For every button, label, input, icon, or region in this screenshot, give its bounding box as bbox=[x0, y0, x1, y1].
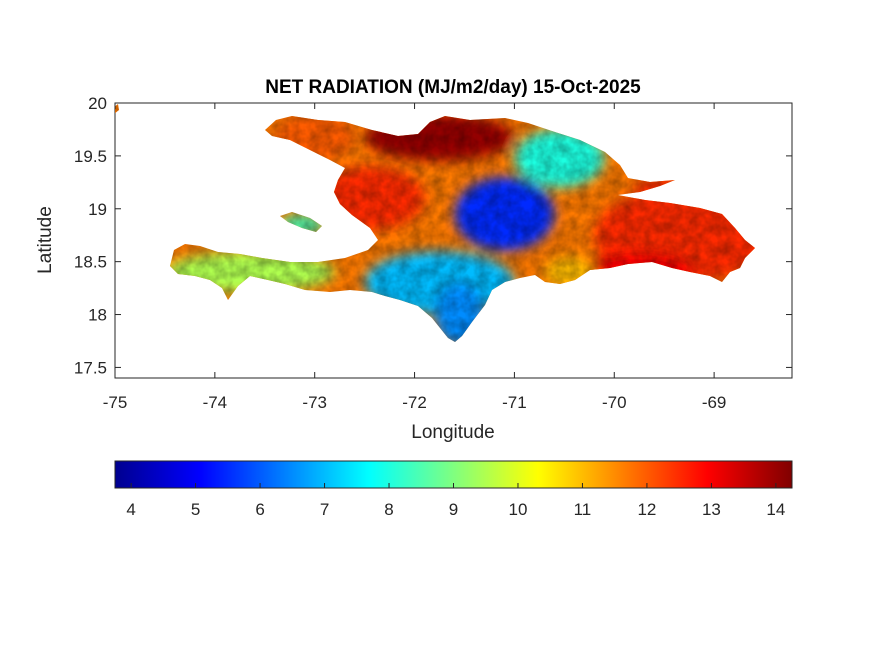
x-tick-label: -74 bbox=[203, 393, 228, 412]
x-tick-label: -70 bbox=[602, 393, 627, 412]
x-axis: -75 -74 -73 -72 -71 -70 -69 bbox=[103, 103, 727, 412]
x-tick-label: -75 bbox=[103, 393, 128, 412]
x-tick-label: -69 bbox=[702, 393, 727, 412]
colorbar-tick-label: 10 bbox=[509, 500, 528, 519]
y-tick-label: 18.5 bbox=[74, 253, 107, 272]
colorbar-tick-label: 6 bbox=[255, 500, 264, 519]
colorbar-tick-label: 12 bbox=[637, 500, 656, 519]
colorbar-tick-label: 4 bbox=[126, 500, 135, 519]
colorbar-tick-label: 13 bbox=[702, 500, 721, 519]
x-tick-label: -73 bbox=[302, 393, 327, 412]
y-axis: 17.5 18 18.5 19 19.5 20 bbox=[74, 94, 792, 377]
x-tick-label: -72 bbox=[402, 393, 427, 412]
colorbar-ticks: 4 5 6 7 8 9 10 11 12 13 14 bbox=[126, 483, 785, 519]
y-tick-label: 19.5 bbox=[74, 147, 107, 166]
colorbar-tick-label: 8 bbox=[384, 500, 393, 519]
colorbar-tick-label: 5 bbox=[191, 500, 200, 519]
colorbar-tick-label: 9 bbox=[449, 500, 458, 519]
y-tick-label: 18 bbox=[88, 306, 107, 325]
colorbar-tick-label: 7 bbox=[320, 500, 329, 519]
y-tick-label: 19 bbox=[88, 200, 107, 219]
x-tick-label: -71 bbox=[502, 393, 527, 412]
y-tick-label: 17.5 bbox=[74, 358, 107, 377]
chart-title: NET RADIATION (MJ/m2/day) 15-Oct-2025 bbox=[265, 77, 641, 98]
colorbar-tick-label: 11 bbox=[574, 500, 592, 519]
y-tick-label: 20 bbox=[88, 94, 107, 113]
x-axis-label: Longitude bbox=[411, 422, 494, 443]
colorbar-tick-label: 14 bbox=[766, 500, 785, 519]
y-axis-label: Latitude bbox=[35, 206, 56, 274]
